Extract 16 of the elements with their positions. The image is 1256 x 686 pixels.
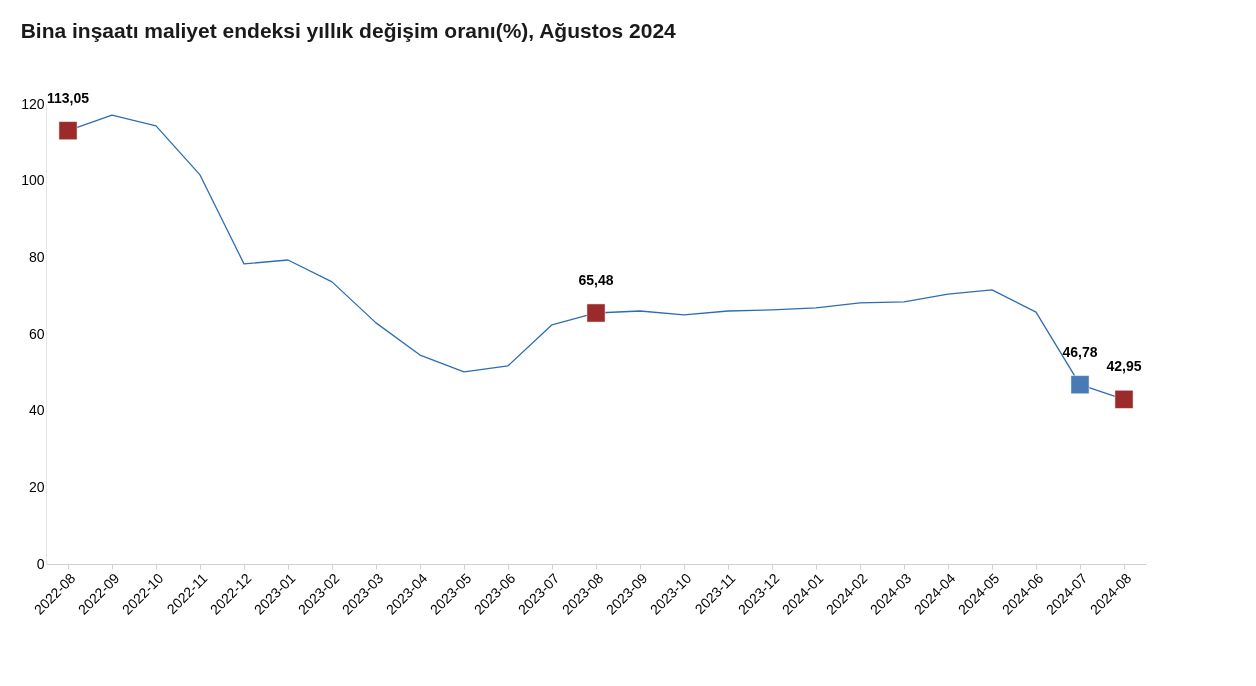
data-label: 113,05 — [46, 89, 90, 106]
point — [586, 303, 606, 323]
y-tick-label: 60 — [28, 325, 45, 342]
point — [1114, 390, 1134, 409]
point — [58, 121, 78, 140]
y-tick-label: 120 — [21, 95, 45, 112]
data-label: 46,78 — [1062, 343, 1098, 360]
y-tick-label: 80 — [28, 248, 45, 265]
data-label: 65,48 — [578, 271, 614, 288]
y-tick-label: 100 — [21, 172, 45, 189]
point — [1070, 375, 1090, 395]
y-tick-label: 0 — [36, 555, 45, 572]
y-tick-label: 20 — [28, 478, 45, 495]
chart-title: Bina inşaatı maliyet endeksi yıllık değişim oranı(%), Ağustos 2024 — [20, 18, 677, 42]
y-tick-label: 40 — [28, 402, 45, 419]
data-label: 42,95 — [1106, 358, 1142, 375]
